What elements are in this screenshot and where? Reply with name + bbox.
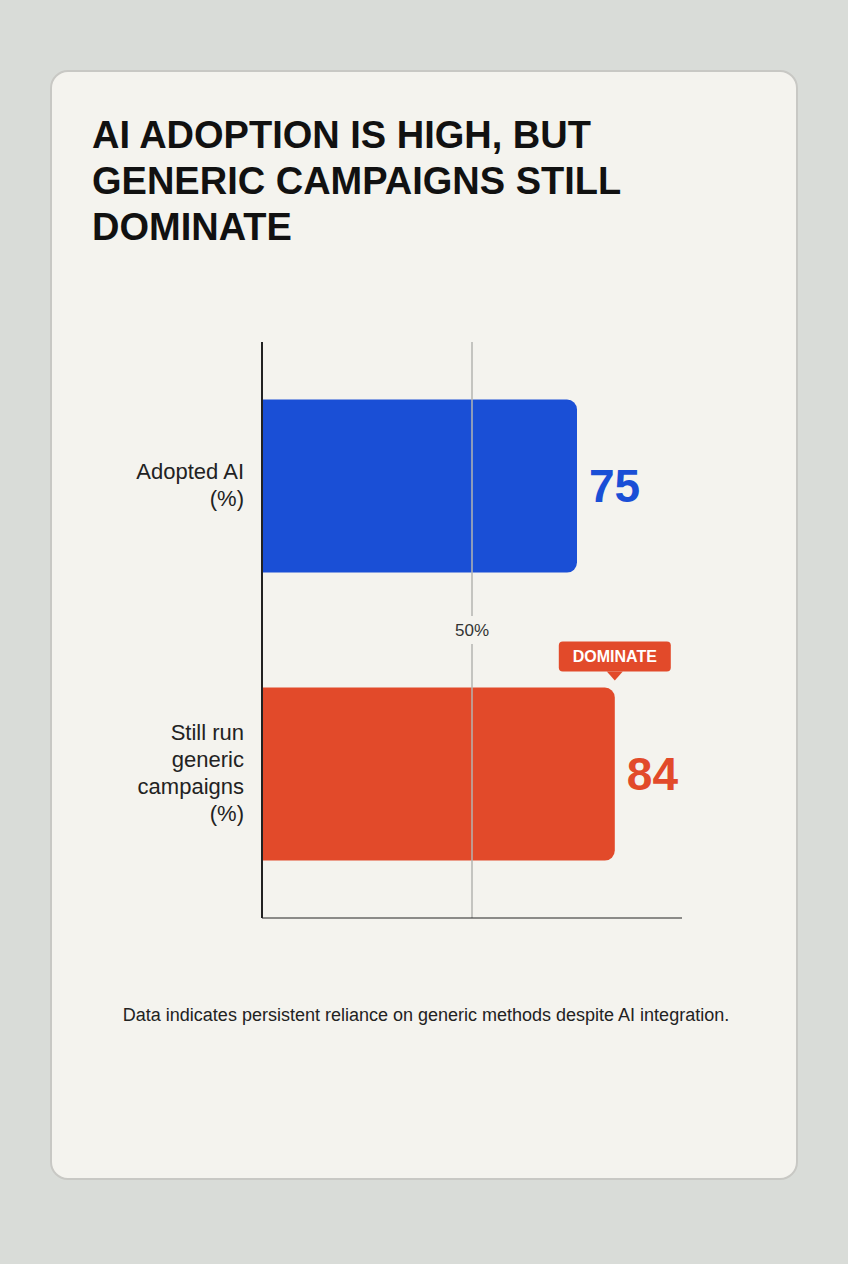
html-text:AI ADOPTION IS HIGH, BUT GENER: AI ADOPTION IS HIGH, BUT GENERIC CAMPAIG… [92, 114, 621, 248]
svg-text:50%: 50% [455, 621, 489, 640]
svg-text:75: 75 [589, 460, 640, 512]
svg-text:Adopted AI(%): Adopted AI(%) [136, 458, 244, 510]
html-text:Data indicates persistent reli: Data indicates persistent reliance on ge… [122, 1005, 730, 1025]
svg-text:84: 84 [627, 748, 679, 800]
svg-text:DOMINATE: DOMINATE [573, 648, 657, 665]
svg-text:Still rungenericcampaigns(%): Still rungenericcampaigns(%) [138, 719, 244, 825]
